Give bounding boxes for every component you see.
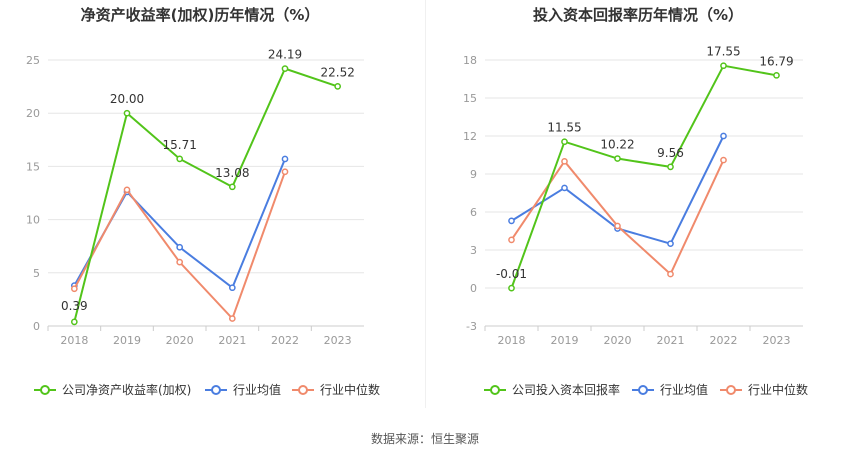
data-point xyxy=(228,284,236,292)
data-point xyxy=(720,132,727,140)
x-tick-label: 2019 xyxy=(113,334,141,347)
data-point xyxy=(70,318,78,326)
data-label: 22.52 xyxy=(320,65,354,79)
data-point xyxy=(720,62,727,70)
data-point xyxy=(123,186,131,194)
y-tick-label: 0 xyxy=(33,320,40,333)
y-tick-label: 25 xyxy=(26,54,40,67)
x-tick-label: 2019 xyxy=(551,334,579,347)
x-tick-label: 2018 xyxy=(60,334,88,347)
x-tick-label: 2021 xyxy=(657,334,685,347)
data-point xyxy=(228,183,236,191)
x-tick-label: 2023 xyxy=(324,334,352,347)
chart-title: 净资产收益率(加权)历年情况（%） xyxy=(81,6,320,24)
series-line xyxy=(510,64,777,289)
y-tick-label: 0 xyxy=(470,282,477,295)
x-tick-label: 2023 xyxy=(763,334,791,347)
data-label: 9.56 xyxy=(657,146,684,160)
y-tick-label: 5 xyxy=(33,267,40,280)
data-label: 0.39 xyxy=(61,299,88,313)
source-note: 数据来源：恒生聚源 xyxy=(370,432,479,446)
y-tick-label: 15 xyxy=(26,160,40,173)
legend-swatch-marker xyxy=(490,385,500,395)
data-label: 16.79 xyxy=(759,54,793,68)
data-point xyxy=(614,222,621,230)
data-point xyxy=(561,184,568,192)
series-line xyxy=(73,67,338,323)
data-point xyxy=(281,168,289,176)
legend-swatch-marker xyxy=(298,385,308,395)
chart-title: 投入资本回报率历年情况（%） xyxy=(533,6,743,24)
data-label: 24.19 xyxy=(268,48,302,62)
y-tick-label: 12 xyxy=(463,130,477,143)
y-tick-label: -3 xyxy=(466,320,477,333)
data-label: 17.55 xyxy=(706,45,740,59)
x-tick-label: 2018 xyxy=(498,334,526,347)
data-point xyxy=(561,157,568,165)
x-tick-label: 2021 xyxy=(218,334,246,347)
data-point xyxy=(281,155,289,163)
data-point xyxy=(667,163,674,171)
y-tick-label: 9 xyxy=(470,168,477,181)
legend-entry: 公司投入资本回报率 xyxy=(512,382,620,397)
data-label: -0.01 xyxy=(496,267,527,281)
x-tick-label: 2022 xyxy=(271,334,299,347)
data-point xyxy=(508,236,515,244)
y-tick-label: 15 xyxy=(463,92,477,105)
data-point xyxy=(667,240,674,248)
legend-swatch-marker xyxy=(638,385,648,395)
y-tick-label: 18 xyxy=(463,54,477,67)
y-tick-label: 6 xyxy=(470,206,477,219)
legend-swatch-marker xyxy=(211,385,221,395)
series-line xyxy=(73,158,286,290)
data-label: 15.71 xyxy=(162,138,196,152)
data-point xyxy=(508,217,515,225)
y-tick-label: 10 xyxy=(26,214,40,227)
data-point xyxy=(334,83,342,90)
data-point xyxy=(720,156,727,164)
data-point xyxy=(508,284,515,292)
series-line xyxy=(510,159,725,276)
legend-entry: 行业中位数 xyxy=(320,382,380,397)
x-tick-label: 2022 xyxy=(710,334,738,347)
data-label: 13.08 xyxy=(215,166,249,180)
y-tick-label: 3 xyxy=(470,244,477,257)
legend-entry: 行业中位数 xyxy=(748,382,808,397)
data-point xyxy=(176,243,184,251)
x-tick-label: 2020 xyxy=(604,334,632,347)
panel-divider xyxy=(425,0,426,408)
data-point xyxy=(123,109,131,117)
data-label: 10.22 xyxy=(600,138,634,152)
legend-swatch-marker xyxy=(726,385,736,395)
data-label: 11.55 xyxy=(547,121,581,135)
data-point xyxy=(614,155,621,162)
data-point xyxy=(561,138,568,146)
legend-swatch-marker xyxy=(40,385,50,395)
x-tick-label: 2020 xyxy=(166,334,194,347)
roic-chart: 投入资本回报率历年情况（%） -3 0 3 6 9 12 15 18 2018 2019 2020 20… xyxy=(463,6,808,397)
legend-entry: 行业均值 xyxy=(233,382,281,397)
data-point xyxy=(281,65,289,72)
data-point xyxy=(70,285,78,293)
data-point xyxy=(228,315,236,322)
legend-entry: 行业均值 xyxy=(660,382,708,397)
data-point xyxy=(667,270,674,278)
legend-entry: 公司净资产收益率(加权) xyxy=(62,382,191,397)
data-point xyxy=(176,155,184,163)
y-tick-label: 20 xyxy=(26,107,40,120)
data-point xyxy=(773,71,780,79)
data-point xyxy=(176,258,184,266)
roe-chart: 净资产收益率(加权)历年情况（%） 0 5 10 15 20 25 2018 2019 2020 2… xyxy=(26,6,380,397)
data-label: 20.00 xyxy=(110,92,144,106)
